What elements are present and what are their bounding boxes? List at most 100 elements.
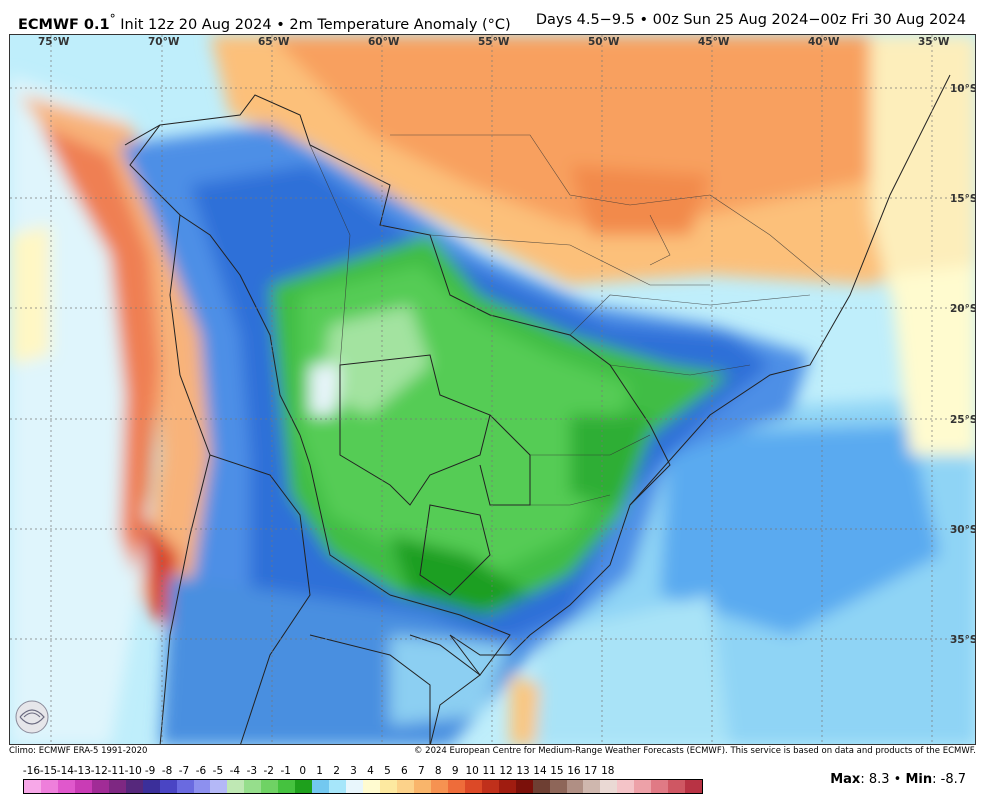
legend-label: -8: [161, 765, 173, 777]
legend-label: 1: [316, 765, 323, 777]
legend-label: 12: [499, 765, 513, 777]
legend-swatch: [617, 780, 635, 793]
init-time: Init 12z 20 Aug 2024: [120, 16, 272, 33]
legend-swatch: [312, 780, 330, 793]
lon-label: 60°W: [368, 36, 400, 48]
legend-swatch: [244, 780, 262, 793]
legend-swatch: [549, 780, 567, 793]
legend-label: 7: [417, 765, 425, 777]
legend-label: 17: [584, 765, 598, 777]
legend-label: 14: [533, 765, 547, 777]
lon-label: 55°W: [478, 36, 510, 48]
legend-swatch: [40, 780, 58, 793]
legend-label: -9: [144, 765, 156, 777]
legend-swatch: [396, 780, 414, 793]
legend-swatch: [329, 780, 347, 793]
graticule: [10, 35, 975, 744]
legend-label: 8: [434, 765, 442, 777]
lon-label: 50°W: [588, 36, 620, 48]
legend-swatch: [227, 780, 245, 793]
legend-label: 9: [451, 765, 459, 777]
legend-swatch: [651, 780, 669, 793]
copyright-credit: © 2024 European Centre for Medium-Range …: [413, 746, 976, 756]
legend-swatch: [91, 780, 109, 793]
field-stats: Max: 8.3 • Min: -8.7: [830, 772, 966, 787]
legend-label: 6: [401, 765, 408, 777]
legend-swatch: [634, 780, 652, 793]
legend-swatch: [498, 780, 516, 793]
legend-label: -5: [212, 765, 224, 777]
legend-colorbar: [23, 779, 703, 794]
legend-swatch: [295, 780, 313, 793]
lat-label: 15°S: [950, 193, 976, 205]
legend-label: 15: [550, 765, 564, 777]
legend-swatch: [24, 780, 41, 793]
title-bullet: •: [276, 16, 285, 33]
legend-swatch: [363, 780, 381, 793]
legend-label: -1: [280, 765, 291, 777]
legend-label: -16: [22, 765, 41, 777]
legend-swatch: [159, 780, 177, 793]
legend-label: 0: [299, 765, 307, 777]
weatherbell-logo: [14, 697, 94, 737]
lon-label: 40°W: [808, 36, 840, 48]
lat-label: 20°S: [950, 303, 976, 315]
country-borders: [124, 74, 951, 744]
lat-label: 10°S: [950, 83, 976, 95]
climo-credit: Climo: ECMWF ERA-5 1991-2020: [9, 746, 148, 756]
legend-swatch: [685, 780, 703, 793]
lon-label: 75°W: [38, 36, 70, 48]
latitude-labels: 10°S 15°S 20°S 25°S 30°S 35°S: [950, 83, 976, 646]
legend-swatch: [380, 780, 397, 793]
legend-swatch: [74, 780, 92, 793]
legend-swatch: [532, 780, 550, 793]
anomaly-shading: [10, 35, 975, 744]
lon-label: 45°W: [698, 36, 730, 48]
anomaly-map: 75°W 70°W 65°W 60°W 55°W 50°W 45°W 40°W …: [9, 34, 976, 745]
legend-label: -15: [39, 765, 57, 777]
state-borders: [309, 134, 831, 506]
legend-swatch: [57, 780, 75, 793]
legend-label: -11: [107, 765, 125, 777]
legend-swatch: [210, 780, 228, 793]
lat-label: 35°S: [950, 634, 976, 646]
legend-label: -4: [229, 765, 241, 777]
legend-label: 16: [567, 765, 581, 777]
legend-swatch: [583, 780, 601, 793]
map-title: ECMWF 0.1° Init 12z 20 Aug 2024 • 2m Tem…: [18, 12, 511, 33]
max-label: Max: [830, 772, 861, 787]
lat-label: 25°S: [950, 414, 976, 426]
legend-label: 3: [350, 765, 357, 777]
legend-label: -3: [246, 765, 258, 777]
legend-swatch: [481, 780, 499, 793]
legend-label: 4: [367, 765, 374, 777]
max-value: : 8.3: [860, 772, 890, 787]
legend-swatch: [176, 780, 194, 793]
legend-label: -10: [124, 765, 142, 777]
valid-period: Days 4.5−9.5 • 00z Sun 25 Aug 2024−00z F…: [535, 12, 966, 28]
degree-mark: °: [109, 12, 116, 26]
stats-separator: •: [893, 772, 902, 787]
legend-label: 5: [384, 765, 391, 777]
legend-swatch: [430, 780, 448, 793]
lon-label: 35°W: [918, 36, 950, 48]
legend-label: 11: [482, 765, 496, 777]
legend-label: -6: [195, 765, 207, 777]
legend-swatch: [464, 780, 482, 793]
legend-label: -7: [178, 765, 190, 777]
legend-swatch: [261, 780, 279, 793]
legend-label: 2: [333, 765, 340, 777]
legend-label: -2: [263, 765, 275, 777]
field-name: 2m Temperature Anomaly (°C): [289, 16, 511, 33]
map-canvas: 75°W 70°W 65°W 60°W 55°W 50°W 45°W 40°W …: [10, 35, 976, 744]
legend-swatch: [447, 780, 465, 793]
legend-swatch: [108, 780, 126, 793]
lat-label: 30°S: [950, 524, 976, 536]
map-header: ECMWF 0.1° Init 12z 20 Aug 2024 • 2m Tem…: [0, 0, 984, 34]
legend-swatch: [413, 780, 431, 793]
legend-swatch: [566, 780, 584, 793]
legend-swatch: [600, 780, 618, 793]
legend-swatch: [142, 780, 160, 793]
legend-swatch: [346, 780, 364, 793]
legend-label: -13: [73, 765, 91, 777]
